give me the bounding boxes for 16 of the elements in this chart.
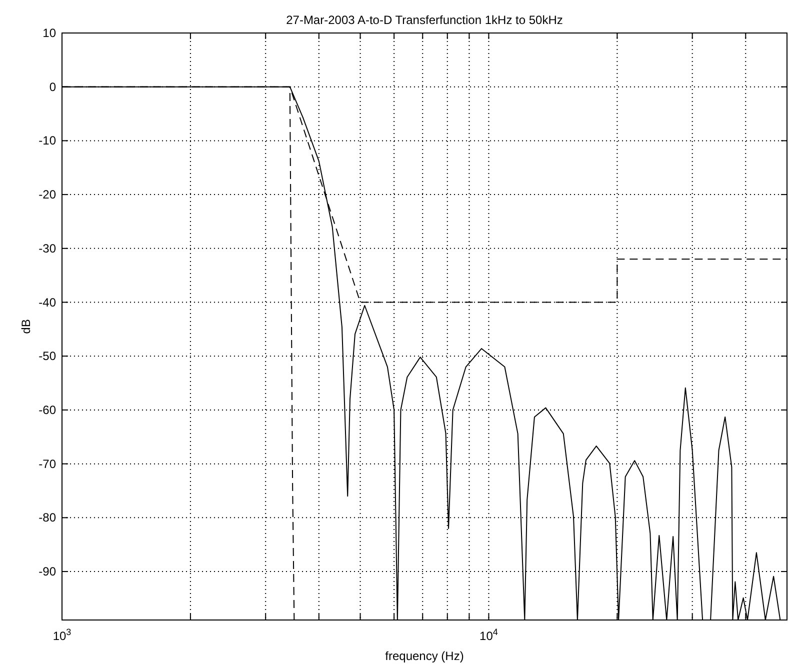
x-axis-title: frequency (Hz) [385, 649, 464, 663]
y-tick-label: -90 [38, 564, 56, 579]
y-tick-label: -80 [38, 510, 56, 525]
chart-title: 27-Mar-2003 A-to-D Transferfunction 1kHz to 50kHz [286, 13, 563, 27]
y-tick-label: -20 [38, 188, 56, 202]
y-tick-label: 0 [49, 80, 56, 94]
y-tick-label: -60 [38, 402, 56, 417]
x-tick-label: 10$^{3}$ [52, 627, 72, 643]
y-tick-label: -30 [38, 241, 56, 256]
y-tick-label: -70 [38, 456, 56, 471]
y-axis-title: dB [19, 319, 33, 334]
y-tick-label: 10 [42, 26, 56, 40]
y-tick-label: -40 [38, 295, 56, 310]
y-tick-label: -50 [38, 349, 56, 364]
x-tick-label: 10$^{4}$ [480, 627, 498, 643]
y-tick-label: -10 [38, 134, 56, 148]
